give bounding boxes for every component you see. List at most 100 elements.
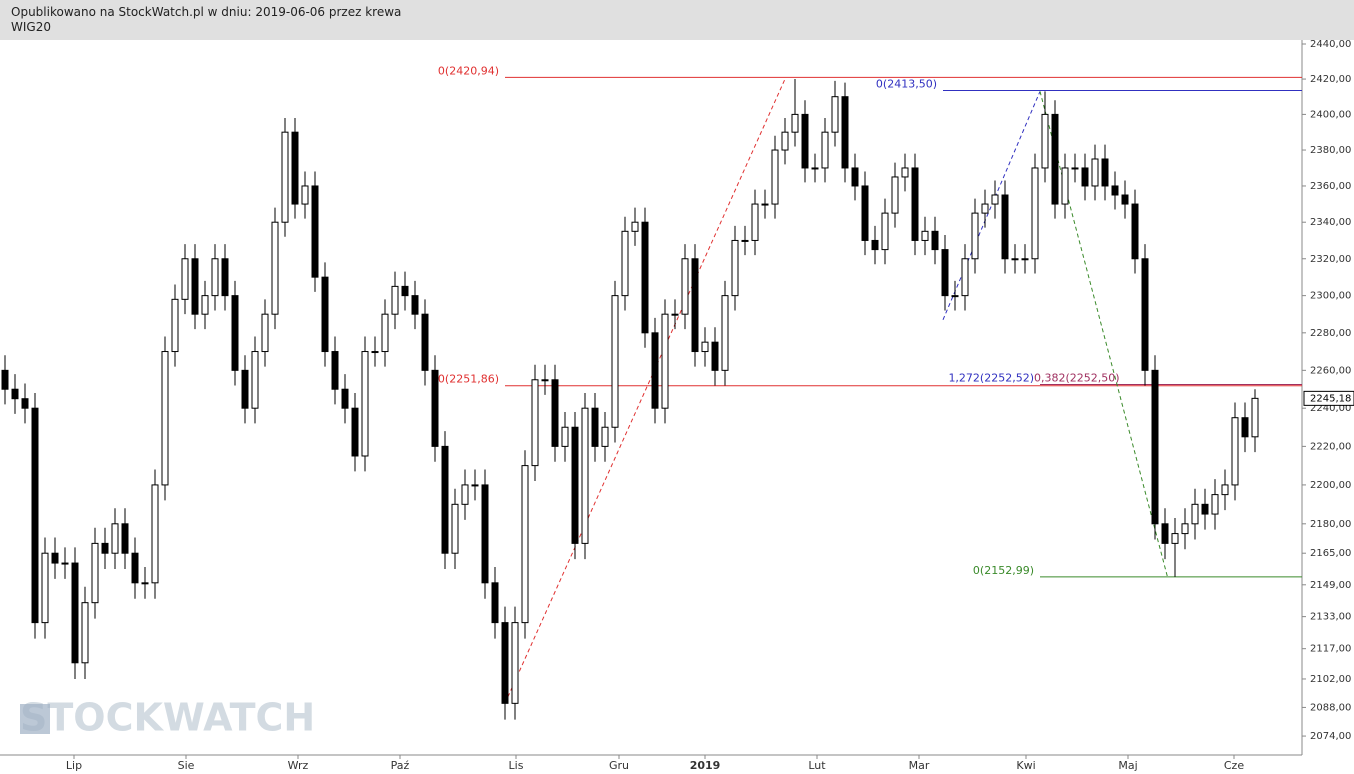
candle-body xyxy=(931,230,939,251)
candle-body xyxy=(1241,417,1249,438)
candle-body xyxy=(111,523,119,554)
candle-body xyxy=(331,351,339,390)
y-tick-label: 2117,00 xyxy=(1310,644,1351,655)
y-tick-label: 2400,00 xyxy=(1310,109,1351,120)
candle-body xyxy=(851,167,859,187)
candle-body xyxy=(971,212,979,260)
y-tick-label: 2102,00 xyxy=(1310,674,1351,685)
candle-body xyxy=(1211,494,1219,515)
candle-body xyxy=(441,445,449,554)
candle-body xyxy=(361,351,369,457)
candle-body xyxy=(781,131,789,151)
candle-body xyxy=(741,239,749,242)
candle-body xyxy=(1091,158,1099,187)
candle-body xyxy=(681,258,689,315)
candle-body xyxy=(431,369,439,447)
header-title: Opublikowano na StockWatch.pl w dniu: 20… xyxy=(11,5,402,19)
y-tick-label: 2360,00 xyxy=(1310,181,1351,192)
y-tick-label: 2320,00 xyxy=(1310,254,1351,265)
candle-body xyxy=(501,622,509,704)
candle-body xyxy=(901,167,909,178)
candle-body xyxy=(161,351,169,486)
candle-body xyxy=(1161,523,1169,544)
candle-body xyxy=(731,239,739,297)
candle-body xyxy=(321,276,329,353)
header: Opublikowano na StockWatch.pl w dniu: 20… xyxy=(0,0,1354,40)
candle-body xyxy=(911,167,919,241)
candle-body xyxy=(871,239,879,251)
candle-body xyxy=(201,295,209,315)
candle-body xyxy=(1051,113,1059,205)
candle-body xyxy=(121,523,129,554)
candle-body xyxy=(281,131,289,223)
candle-body xyxy=(151,484,159,584)
candle-body xyxy=(991,194,999,205)
candle-body xyxy=(211,258,219,297)
candle-body xyxy=(571,426,579,544)
candle-body xyxy=(11,388,19,400)
candle-body xyxy=(1,369,9,390)
candle-body xyxy=(791,113,799,133)
candle-body xyxy=(481,484,489,584)
x-tick-label: Lip xyxy=(66,759,82,772)
last-price-box xyxy=(1303,390,1354,406)
candle-body xyxy=(1181,523,1189,535)
candle-body xyxy=(261,313,269,353)
y-tick-label: 2180,00 xyxy=(1310,519,1351,530)
candle-body xyxy=(491,582,499,624)
candle-body xyxy=(881,212,889,251)
candle-body xyxy=(91,542,99,604)
candle-body xyxy=(1201,503,1209,515)
candle-body xyxy=(1131,203,1139,260)
candle-body xyxy=(171,298,179,353)
level-label: 0(2152,99) xyxy=(973,564,1034,577)
candle-body xyxy=(1151,369,1159,525)
candle-body xyxy=(41,552,49,624)
candle-body xyxy=(511,622,519,704)
watermark-icon xyxy=(20,704,50,734)
y-tick-label: 2133,00 xyxy=(1310,612,1351,623)
y-tick-label: 2220,00 xyxy=(1310,441,1351,452)
candle-body xyxy=(1101,158,1109,187)
candle-body xyxy=(341,388,349,409)
candle-body xyxy=(81,602,89,664)
candle-body xyxy=(771,149,779,205)
x-tick-label: Sie xyxy=(178,759,195,772)
x-tick-label: Cze xyxy=(1224,759,1244,772)
candle-body xyxy=(231,295,239,371)
candle-body xyxy=(621,230,629,297)
x-tick-label: 2019 xyxy=(690,759,721,772)
candle-body xyxy=(471,484,479,487)
candle-body xyxy=(1191,503,1199,525)
candle-body xyxy=(551,379,559,447)
candle-body xyxy=(1171,533,1179,544)
candle-body xyxy=(191,258,199,315)
candle-body xyxy=(31,407,39,624)
y-tick-label: 2280,00 xyxy=(1310,328,1351,339)
y-tick-label: 2300,00 xyxy=(1310,291,1351,302)
candle-body xyxy=(351,407,359,457)
y-tick-label: 2260,00 xyxy=(1310,365,1351,376)
x-tick-label: Lis xyxy=(509,759,524,772)
candle-body xyxy=(21,398,29,409)
candle-body xyxy=(831,96,839,133)
y-tick-label: 2200,00 xyxy=(1310,480,1351,491)
x-tick-label: Maj xyxy=(1118,759,1137,772)
candle-body xyxy=(1081,167,1089,187)
candle-body xyxy=(1061,167,1069,205)
candle-body xyxy=(311,185,319,278)
chart-title: WIG20 xyxy=(11,20,51,34)
candle-body xyxy=(921,230,929,241)
candle-body xyxy=(461,484,469,505)
last-price-label: 2245,18 xyxy=(1310,393,1351,404)
candle-body xyxy=(1001,194,1009,260)
candle-body xyxy=(691,258,699,353)
candle-body xyxy=(1141,258,1149,371)
x-tick-label: Wrz xyxy=(288,759,309,772)
candle-body xyxy=(1071,167,1079,170)
candle-body xyxy=(801,113,809,169)
candle-body xyxy=(961,258,969,297)
candle-body xyxy=(951,295,959,298)
y-tick-label: 2440,00 xyxy=(1310,39,1351,50)
